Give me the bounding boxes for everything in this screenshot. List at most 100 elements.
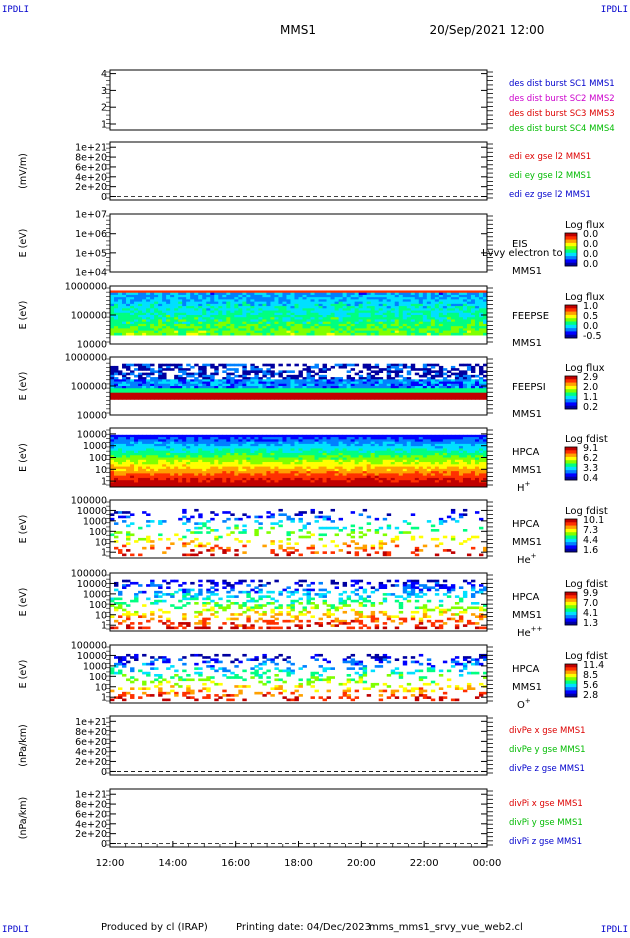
panel-hpca_he2-colorbar-value: 1.3: [583, 618, 598, 629]
panel-divpi-ylabel: (nPa/km): [18, 797, 29, 840]
panel-edi-ylabel: (mV/m): [18, 153, 29, 189]
panel-hpca_he1-species: He+: [517, 552, 537, 566]
panel-feepsi-ytick-label: 100000: [71, 382, 107, 393]
panel-hpca_o-spacecraft: MMS1: [512, 682, 542, 693]
panel-eis-ytick-label: 1e+05: [75, 248, 107, 259]
panel-hpca_he2-colorbar: [565, 592, 577, 625]
panel-distburst-series-label: des dist burst SC3 MMS3: [509, 109, 615, 119]
panel-hpca_he2-ytick-label: 10: [95, 610, 107, 621]
panel-hpca_o-ytick-label: 100: [89, 672, 107, 683]
panel-feepse-spacecraft: MMS1: [512, 338, 542, 349]
panel-hpca_h-instrument: HPCA: [512, 447, 540, 458]
panel-feepsi-spectrogram: [110, 364, 487, 400]
panel-eis-ytick-label: 1e+04: [75, 268, 107, 279]
panel-hpca_he2-species-charge: ++: [531, 625, 543, 633]
panel-hpca_he1-ytick-label: 100: [89, 527, 107, 538]
panel-divpe-ylabel: (nPa/km): [18, 724, 29, 767]
panel-feepse-colorbar-value: -0.5: [583, 331, 602, 342]
panel-eis-spacecraft: MMS1: [512, 266, 542, 277]
corner-label-bottom-right: IPDLI: [601, 925, 628, 934]
panel-hpca_he1-instrument: HPCA: [512, 519, 540, 530]
time-axis-tick-label: 12:00: [96, 858, 125, 869]
panel-hpca_o-ytick-label: 10: [95, 682, 107, 693]
panel-eis-overlay-text: Lvvy electron to: [482, 248, 563, 259]
plot-datetime: 20/Sep/2021 12:00: [430, 23, 545, 37]
panel-hpca_he1-ytick-label: 10000: [77, 506, 107, 517]
panel-edi-series-label: edi ez gse l2 MMS1: [509, 190, 591, 200]
panel-hpca_o-ytick-label: 1: [101, 693, 107, 704]
panel-feepsi-colorbar-value: 0.2: [583, 402, 598, 413]
panel-divpi-series-label: divPi x gse MMS1: [509, 799, 583, 809]
footer-script-name: mms_mms1_srvy_vue_web2.cl: [369, 922, 523, 933]
panel-hpca_he1-ytick-label: 100000: [71, 496, 107, 507]
panel-hpca_he1-colorbar: [565, 519, 577, 552]
panel-hpca_o-instrument: HPCA: [512, 664, 540, 675]
panel-divpe-series-label: divPe x gse MMS1: [509, 726, 586, 736]
panel-hpca_he1-spectrogram: [110, 509, 487, 556]
panel-hpca_he1-colorbar-value: 1.6: [583, 545, 598, 556]
panel-feepse-ytick-label: 1000000: [65, 282, 107, 293]
panel-hpca_o-ytick-label: 100000: [71, 641, 107, 652]
panel-hpca_he2-ytick-label: 100000: [71, 569, 107, 580]
panel-hpca_o-spectrogram: [110, 654, 487, 701]
panel-feepse-ytick-label: 100000: [71, 311, 107, 322]
panel-hpca_h-ytick-label: 100: [89, 453, 107, 464]
panel-hpca_he1-ylabel: E (eV): [18, 515, 29, 544]
panel-hpca_o-colorbar: [565, 664, 577, 697]
time-axis-tick-label: 22:00: [410, 858, 439, 869]
panel-divpe-series-label: divPe y gse MMS1: [509, 745, 586, 755]
time-axis-tick-label: 16:00: [221, 858, 250, 869]
panel-hpca_h-ytick-label: 10: [95, 465, 107, 476]
corner-label-top-right: IPDLI: [601, 5, 628, 15]
panel-distburst-series-label: des dist burst SC2 MMS2: [509, 94, 615, 104]
panel-hpca_he1-ytick-label: 10: [95, 537, 107, 548]
panel-hpca_h-ytick-label: 1: [101, 477, 107, 488]
panel-hpca_h-colorbar: [565, 447, 577, 480]
panel-distburst-ytick-label: 3: [101, 86, 107, 97]
corner-label-top-left: IPDLI: [2, 5, 29, 15]
panel-feepsi-instrument: FEEPSI: [512, 382, 546, 393]
footer-printing-date: Printing date: 04/Dec/2023: [236, 922, 371, 933]
panel-hpca_h-colorbar-value: 0.4: [583, 473, 598, 484]
panel-divpi: 1e+218e+206e+204e+202e+200(nPa/km)divPi …: [18, 789, 583, 850]
panel-hpca_h-ylabel: E (eV): [18, 443, 29, 472]
panel-feepsi-spacecraft: MMS1: [512, 409, 542, 420]
panel-hpca_h-species: H+: [517, 480, 531, 494]
panel-hpca_o-species: O+: [517, 697, 531, 711]
time-axis-tick-label: 00:00: [473, 858, 502, 869]
panel-eis-ylabel: E (eV): [18, 229, 29, 258]
panel-feepsi-ytick-label: 1000000: [65, 353, 107, 364]
panel-hpca_o-ylabel: E (eV): [18, 660, 29, 689]
panel-hpca_h-spacecraft: MMS1: [512, 465, 542, 476]
panel-eis-frame: [110, 214, 487, 272]
panel-hpca_o-ytick-label: 1000: [83, 661, 107, 672]
panel-feepse-ytick-label: 10000: [77, 340, 107, 351]
panel-hpca_he2-ytick-label: 1: [101, 621, 107, 632]
panel-hpca_he2-instrument: HPCA: [512, 592, 540, 603]
panel-feepsi-colorbar: [565, 376, 577, 409]
panel-hpca_he1-ytick-label: 1: [101, 548, 107, 559]
panel-hpca_he1-ytick-label: 1000: [83, 516, 107, 527]
panel-hpca_o-ytick-label: 10000: [77, 651, 107, 662]
panel-hpca_he2-ytick-label: 10000: [77, 579, 107, 590]
panel-hpca_he2-spectrogram: [110, 580, 487, 629]
panel-eis-ytick-label: 1e+06: [75, 229, 107, 240]
panel-hpca_h-species-charge: +: [525, 480, 531, 488]
panel-hpca_he2-spacecraft: MMS1: [512, 610, 542, 621]
panel-divpe-frame: [110, 716, 487, 775]
panel-feepse-spectrogram: [110, 290, 487, 335]
panel-eis-ytick-label: 1e+07: [75, 210, 107, 221]
panel-feepsi-ylabel: E (eV): [18, 372, 29, 401]
panel-feepsi-ytick-label: 10000: [77, 411, 107, 422]
panel-hpca_o-species-charge: +: [525, 697, 531, 705]
